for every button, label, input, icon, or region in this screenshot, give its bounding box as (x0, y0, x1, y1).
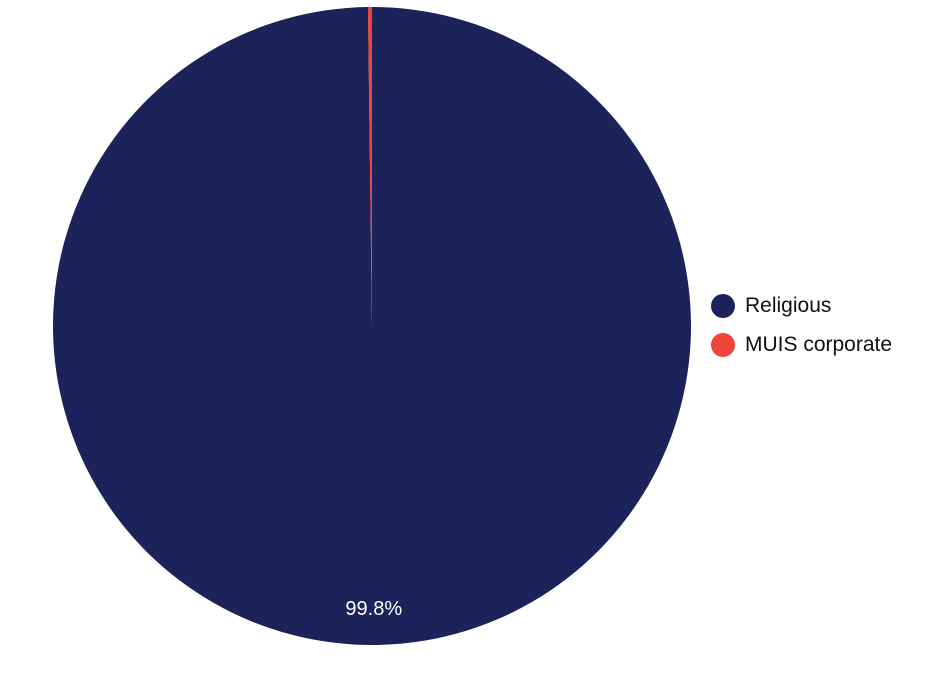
legend-label-muis-corporate: MUIS corporate (745, 333, 893, 356)
pie-slices (52, 7, 692, 645)
pie-slice-muis-corporate[interactable] (367, 7, 372, 326)
legend-item-muis-corporate[interactable]: MUIS corporate (711, 333, 892, 357)
legend-item-religious[interactable]: Religious (711, 294, 892, 318)
pie-slice-labels: 99.8% (345, 598, 402, 620)
slice-value-label-religious: 99.8% (345, 598, 402, 620)
legend-swatch-religious (711, 294, 735, 318)
legend-swatch-muis-corporate (711, 333, 735, 357)
legend: Religious MUIS corporate (711, 294, 892, 372)
legend-label-religious: Religious (745, 294, 832, 317)
